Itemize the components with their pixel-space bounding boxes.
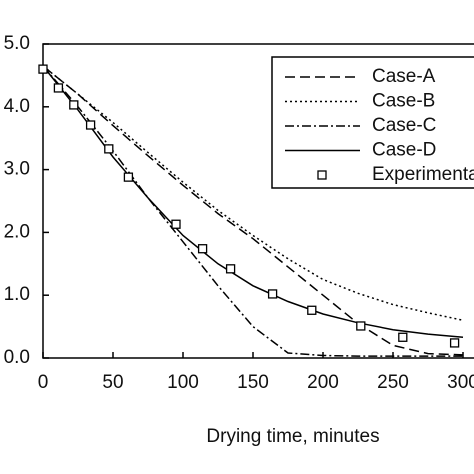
data-point [69, 100, 79, 110]
data-point [307, 305, 317, 315]
data-point [171, 219, 181, 229]
data-point [53, 83, 64, 93]
legend-label: Case-C [372, 115, 436, 136]
data-point [356, 321, 366, 331]
legend-label: Case-B [372, 91, 435, 112]
x-tick-label: 100 [167, 372, 199, 393]
data-point [197, 244, 208, 254]
data-point [398, 332, 408, 342]
y-tick-label: 5.0 [4, 33, 30, 54]
x-tick-label: 250 [377, 372, 409, 393]
x-tick-label: 200 [307, 372, 339, 393]
data-point [38, 64, 48, 74]
y-tick-label: 1.0 [4, 284, 30, 305]
plot-frame [42, 43, 474, 359]
x-tick-label: 150 [237, 372, 269, 393]
legend-label: Case-D [372, 140, 436, 161]
y-tick-label: 4.0 [4, 96, 30, 117]
series-line [42, 65, 464, 339]
legend-box [271, 56, 474, 189]
y-tick-label: 2.0 [4, 221, 30, 242]
x-tick-label: 50 [102, 372, 123, 393]
data-point [225, 264, 236, 274]
legend-label: Case-A [372, 66, 436, 87]
series-line [42, 65, 464, 356]
legend-marker [317, 170, 327, 180]
y-tick-label: 3.0 [4, 159, 30, 180]
data-point [449, 338, 460, 348]
x-tick-label: 300 [447, 372, 474, 393]
x-tick-label: 0 [38, 372, 49, 393]
x-axis-label: Drying time, minutes [206, 426, 379, 447]
data-point [85, 120, 96, 130]
data-point [123, 172, 134, 182]
data-point [267, 289, 278, 299]
legend-label: Experimental [372, 164, 474, 185]
data-point [104, 144, 114, 154]
y-tick-label: 0.0 [4, 347, 30, 368]
